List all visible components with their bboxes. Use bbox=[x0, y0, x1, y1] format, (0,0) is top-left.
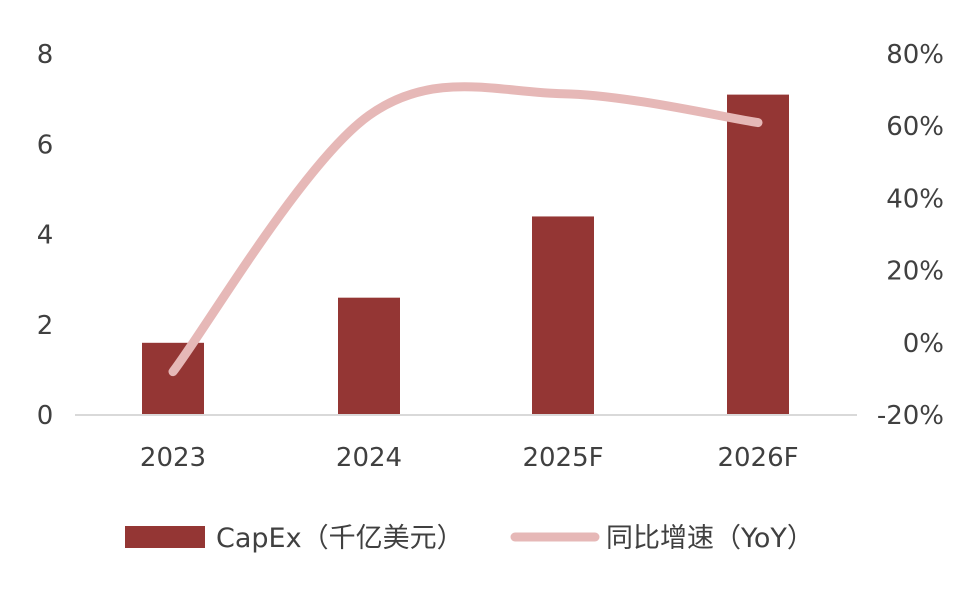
right-axis-ticks: -20% 0% 20% 40% 60% 80% bbox=[877, 40, 944, 431]
bar-2024 bbox=[338, 297, 400, 415]
right-tick-label: 80% bbox=[886, 40, 944, 70]
left-tick-label: 8 bbox=[37, 40, 54, 70]
legend: CapEx（千亿美元） 同比增速（YoY） bbox=[125, 523, 814, 554]
bar-2023 bbox=[142, 342, 204, 415]
legend-label-capex: CapEx（千亿美元） bbox=[216, 523, 464, 554]
right-tick-label: -20% bbox=[877, 401, 944, 431]
right-tick-label: 60% bbox=[886, 112, 944, 142]
right-tick-label: 20% bbox=[886, 257, 944, 287]
right-tick-label: 0% bbox=[903, 329, 944, 359]
x-tick-label: 2023 bbox=[140, 443, 206, 473]
left-tick-label: 0 bbox=[37, 401, 54, 431]
right-tick-label: 40% bbox=[886, 184, 944, 214]
left-tick-label: 6 bbox=[37, 130, 54, 160]
yoy-line bbox=[168, 82, 763, 377]
left-axis-ticks: 0 2 4 6 8 bbox=[37, 40, 54, 431]
left-tick-label: 4 bbox=[37, 221, 54, 251]
x-tick-label: 2026F bbox=[717, 443, 798, 473]
x-axis-ticks: 2023 2024 2025F 2026F bbox=[140, 443, 799, 473]
bar-2025f bbox=[532, 216, 594, 415]
bar-series bbox=[142, 94, 789, 416]
legend-label-yoy: 同比增速（YoY） bbox=[606, 523, 814, 554]
x-tick-label: 2025F bbox=[522, 443, 603, 473]
left-tick-label: 2 bbox=[37, 311, 54, 341]
legend-swatch-capex bbox=[125, 526, 205, 548]
x-tick-label: 2024 bbox=[336, 443, 402, 473]
bar-2026f bbox=[727, 94, 789, 416]
